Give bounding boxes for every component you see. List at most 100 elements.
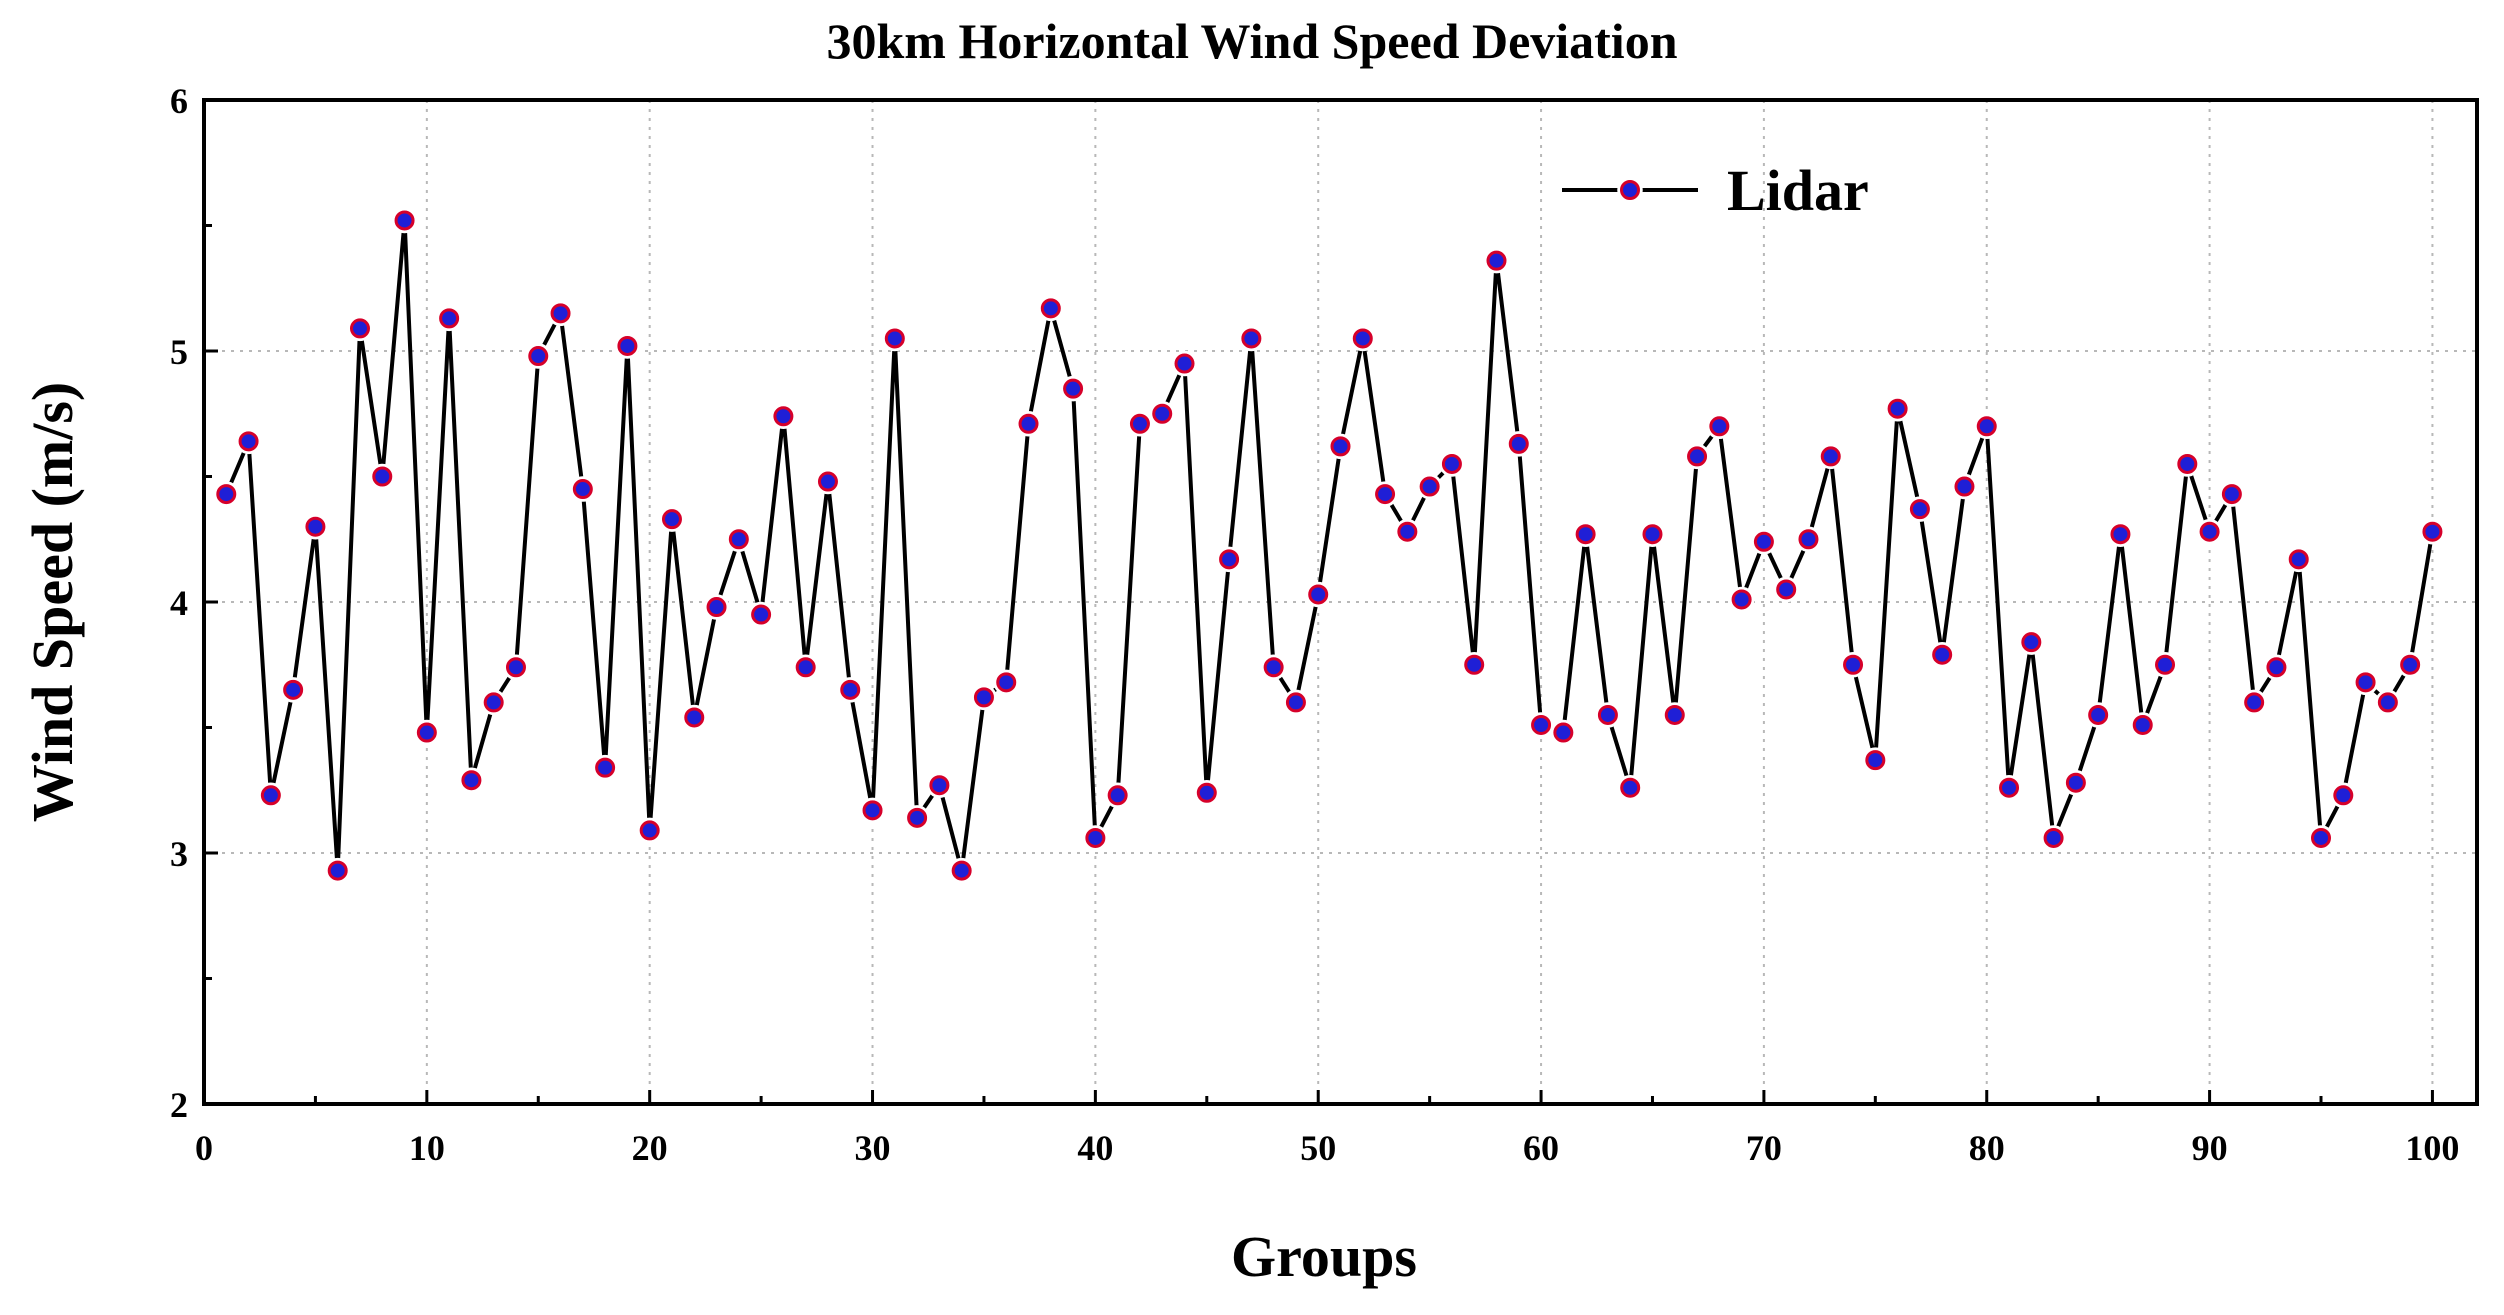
y-tick-label: 4 <box>170 583 188 623</box>
data-point-ring <box>2266 657 2287 678</box>
data-point-ring <box>706 597 727 618</box>
data-point-ring <box>1976 416 1997 437</box>
data-point-ring <box>2244 692 2265 713</box>
data-point <box>1773 576 1799 603</box>
data-point <box>2263 654 2290 681</box>
data-point-ring <box>973 687 994 708</box>
data-point-ring <box>394 210 415 231</box>
data-point-ring <box>884 328 905 349</box>
data-point-ring <box>1731 589 1752 610</box>
data-point-ring <box>2377 692 2398 713</box>
data-point-ring <box>1999 777 2020 798</box>
data-point-ring <box>1196 782 1217 803</box>
data-point <box>2375 689 2401 716</box>
data-point <box>1305 581 1331 608</box>
data-point-ring <box>260 785 281 806</box>
legend-marker-ring <box>1620 180 1640 200</box>
data-point <box>1818 443 1844 470</box>
tick-labels: 0 10 20 30 40 50 60 70 80 90 100 2 3 4 5 6 <box>170 81 2459 1168</box>
data-point <box>792 654 819 681</box>
data-point-ring <box>439 308 460 329</box>
data-point-ring <box>2132 714 2153 735</box>
data-point <box>302 513 329 540</box>
data-point-ring <box>1419 476 1440 497</box>
data-point <box>2085 702 2111 728</box>
data-point <box>1149 401 1175 427</box>
data-point <box>280 677 306 703</box>
data-point <box>993 669 1019 696</box>
data-point <box>2419 518 2446 545</box>
data-point-ring <box>1219 549 1240 570</box>
data-point <box>1840 652 1866 678</box>
data-point <box>2174 451 2201 477</box>
data-point <box>726 526 752 552</box>
data-point <box>2063 769 2089 796</box>
data-point-ring <box>1063 378 1084 399</box>
legend-label-lidar: Lidar <box>1727 158 1869 223</box>
data-point-ring <box>2311 827 2332 848</box>
data-point-ring <box>1285 692 1306 713</box>
data-point-ring <box>907 807 928 828</box>
data-point <box>2352 669 2379 696</box>
data-point-ring <box>305 516 326 537</box>
data-point <box>1951 473 1978 500</box>
data-point-ring <box>795 657 816 678</box>
data-point <box>1015 411 1042 437</box>
data-point-ring <box>1620 777 1641 798</box>
data-point <box>1751 529 1777 555</box>
data-point <box>837 677 863 703</box>
data-point-ring <box>1129 413 1150 434</box>
data-point <box>2219 481 2245 507</box>
data-point-ring <box>817 471 838 492</box>
data-point-ring <box>1865 750 1886 771</box>
series-line-lidar <box>224 220 2435 872</box>
data-point-ring <box>2065 772 2086 793</box>
data-point <box>324 857 351 884</box>
data-point <box>1327 433 1354 460</box>
y-tick-label: 6 <box>170 81 188 121</box>
data-point-ring <box>1843 654 1864 675</box>
data-point <box>1617 774 1643 801</box>
data-point-ring <box>416 722 437 743</box>
data-point-ring <box>327 860 348 881</box>
data-point <box>2241 689 2267 716</box>
data-point-ring <box>1575 524 1596 545</box>
data-point <box>926 772 953 798</box>
data-point-ring <box>528 346 549 367</box>
data-point-ring <box>2155 654 2176 675</box>
data-point-ring <box>2088 704 2109 725</box>
series-lidar <box>213 207 2446 884</box>
data-point-ring <box>1664 704 1685 725</box>
data-point <box>1038 295 1064 322</box>
data-point-ring <box>1397 521 1418 542</box>
data-point-ring <box>2422 521 2443 542</box>
data-point <box>1929 641 1955 668</box>
x-tick-label: 20 <box>632 1128 668 1168</box>
data-point-ring <box>1174 353 1195 374</box>
data-point-ring <box>1018 413 1039 434</box>
data-point <box>2152 652 2178 678</box>
data-point <box>1973 413 2000 440</box>
data-point-ring <box>1909 499 1930 520</box>
data-point <box>1550 719 1577 746</box>
gridlines <box>204 100 2477 1104</box>
data-point <box>2330 782 2357 809</box>
data-point <box>347 315 373 342</box>
data-point-ring <box>1531 714 1552 735</box>
data-point <box>1171 350 1198 377</box>
data-point-ring <box>2221 484 2242 505</box>
data-point-ring <box>238 431 259 452</box>
data-point-ring <box>1308 584 1329 605</box>
data-point <box>1461 652 1487 678</box>
data-point <box>2397 652 2423 678</box>
data-point-ring <box>483 692 504 713</box>
data-point-ring <box>550 303 571 324</box>
data-point-ring <box>862 800 883 821</box>
data-point <box>547 300 574 327</box>
data-point-ring <box>2400 654 2421 675</box>
data-point <box>904 805 930 831</box>
data-point <box>2285 546 2312 573</box>
data-point-ring <box>2021 632 2042 653</box>
data-point <box>1528 712 1554 738</box>
